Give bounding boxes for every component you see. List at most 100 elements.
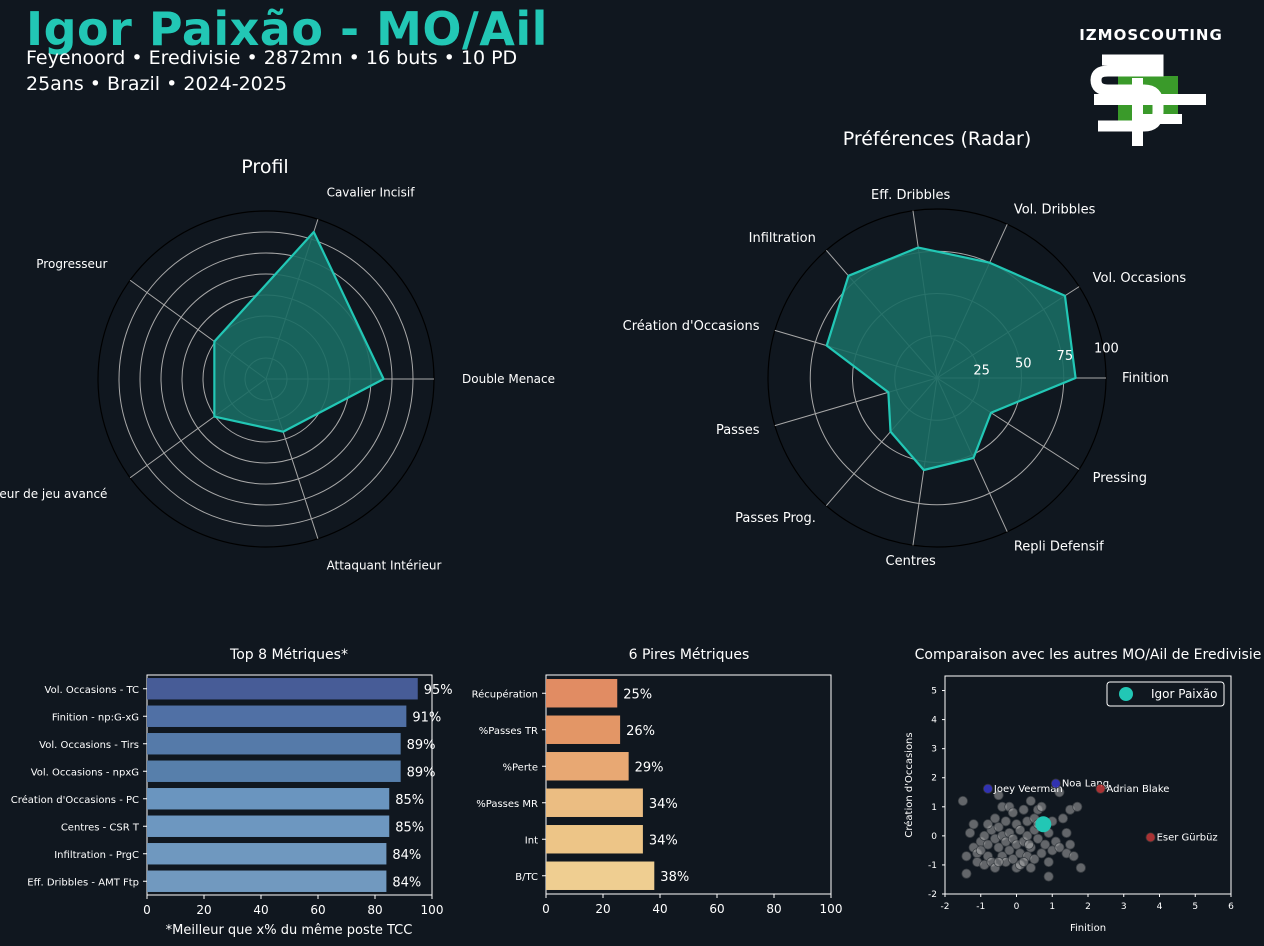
scatter-point [1007,807,1018,818]
bar-value-label: 84% [392,848,421,863]
scatter-point [1025,795,1036,806]
radar-axis-label: Vol. Occasions [1093,271,1187,286]
scatter-y-tick-label: 3 [931,745,937,755]
radar-axis-label: Passes Prog. [735,511,816,526]
scatter-labeled-point [982,783,993,794]
scatter-point [979,830,990,841]
scatter-point [1057,813,1068,824]
scatter-point [1072,801,1083,812]
logo-emblem-icon [1090,54,1206,146]
bar-category-label: %Passes TR [479,726,538,737]
scatter-y-tick-label: 2 [931,774,937,784]
bar-value-label: 29% [635,760,664,775]
radar-r-tick-label: 75 [1057,349,1074,364]
bar-category-label: Création d'Occasions - PC [11,794,139,806]
x-tick-label: 100 [820,902,843,916]
x-tick-label: 80 [766,902,781,916]
bar [546,788,643,817]
scatter-legend-label: Igor Paixão [1151,687,1217,701]
scatter-labeled-point [1095,783,1106,794]
bar [147,815,390,837]
scatter-point [1036,848,1047,859]
scatter-point [1000,816,1011,827]
bar-value-label: 95% [424,683,453,698]
radar-data-polygon [213,230,385,433]
scatter-x-tick-label: 5 [1192,902,1198,912]
radar-data-polygon [825,246,1077,472]
scatter-point [990,813,1001,824]
bar [147,705,407,727]
scatter-point [1007,854,1018,865]
scatter-point [1061,827,1072,838]
bar [546,679,618,708]
bar-category-label: %Perte [502,762,538,773]
top-metrics-xlabel: *Meilleur que x% du même poste TCC [166,923,413,938]
x-tick-label: 40 [652,902,667,916]
scatter-point [993,842,1004,853]
scatter-point [993,822,1004,833]
radar-axis-label: Infiltration [749,231,816,246]
radar-axis-label: Repli Defensif [1014,539,1104,554]
scatter-point [961,868,972,879]
bar-category-label: B/TC [515,872,538,883]
scatter-x-tick-label: 4 [1157,902,1163,912]
profile-radar-chart: Double Menace Cavalier Incisif Progresseur… [0,186,555,573]
worst-metrics-title: 6 Pires Métriques [629,647,750,663]
scatter-y-tick-label: 0 [931,832,937,842]
scatter-x-tick-label: 2 [1085,902,1091,912]
bar-category-label: Centres - CSR T [61,822,140,833]
radar-axis-label: Eff. Dribbles [871,188,951,203]
bar-plot-frame [146,674,433,896]
radar-axis-label: Centres [886,554,936,569]
x-tick-label: 20 [196,903,211,917]
bar [546,752,629,781]
profile-radar-title: Profil [241,156,288,178]
preferences-radar-chart: Finition Vol. Occasions Vol. Dribbles Eff. … [623,188,1187,569]
scatter-point [1018,804,1029,815]
radar-axis-label: Meneur de jeu avancé [0,487,107,501]
x-tick-label: 60 [310,903,325,917]
bar-value-label: 89% [407,738,436,753]
radar-axis-label: Passes [716,423,760,438]
x-tick-label: 0 [143,903,151,917]
scatter-point [1025,862,1036,873]
scatter-point [993,857,1004,868]
bar [546,825,643,854]
x-tick-label: 80 [367,903,382,917]
worst-metrics-bar-chart: Récupération 25% %Passes TR 26% %Perte 29% %Pa… [472,674,843,916]
bar [147,733,401,755]
scatter-point [1032,833,1043,844]
scatter-labeled-point [1145,832,1156,843]
scatter-y-tick-label: -1 [928,861,937,871]
scatter-point [961,851,972,862]
scatter-point [1075,862,1086,873]
bar-value-label: 85% [395,793,424,808]
bar-category-label: Récupération [472,688,538,700]
comparison-scatter-chart: -2 -1 0 1 2 3 4 5 6 -2 -1 0 1 2 3 4 5 Joey Veerman Noa Lan… [928,675,1234,912]
scatter-point [1043,871,1054,882]
scatter-point [1029,854,1040,865]
scatter-y-tick-label: 5 [931,687,937,697]
scatter-ylabel: Création d'Occasions [903,732,915,837]
bar-category-label: Vol. Occasions - TC [45,685,139,696]
bar-value-label: 34% [649,833,678,848]
top-metrics-title: Top 8 Métriques* [229,647,348,663]
bar-category-label: %Passes MR [476,799,538,810]
bar-category-label: Int [525,835,538,846]
bar [546,715,621,744]
scatter-point [982,819,993,830]
bar-value-label: 85% [395,820,424,835]
bar-value-label: 25% [623,687,652,702]
scatter-point [1043,857,1054,868]
bar-category-label: Eff. Dribbles - AMT Ftp [27,877,139,888]
scatter-point [1004,845,1015,856]
radar-axis-label: Pressing [1093,471,1147,486]
bar-category-label: Finition - np:G-xG [52,712,139,723]
x-tick-label: 0 [542,902,550,916]
bar-category-label: Vol. Occasions - npxG [31,767,139,778]
bar-category-label: Infiltration - PrgC [54,850,139,861]
scatter-x-tick-label: 1 [1049,902,1055,912]
scatter-legend-marker [1119,687,1133,701]
bar-value-label: 34% [649,797,678,812]
x-tick-label: 20 [595,902,610,916]
